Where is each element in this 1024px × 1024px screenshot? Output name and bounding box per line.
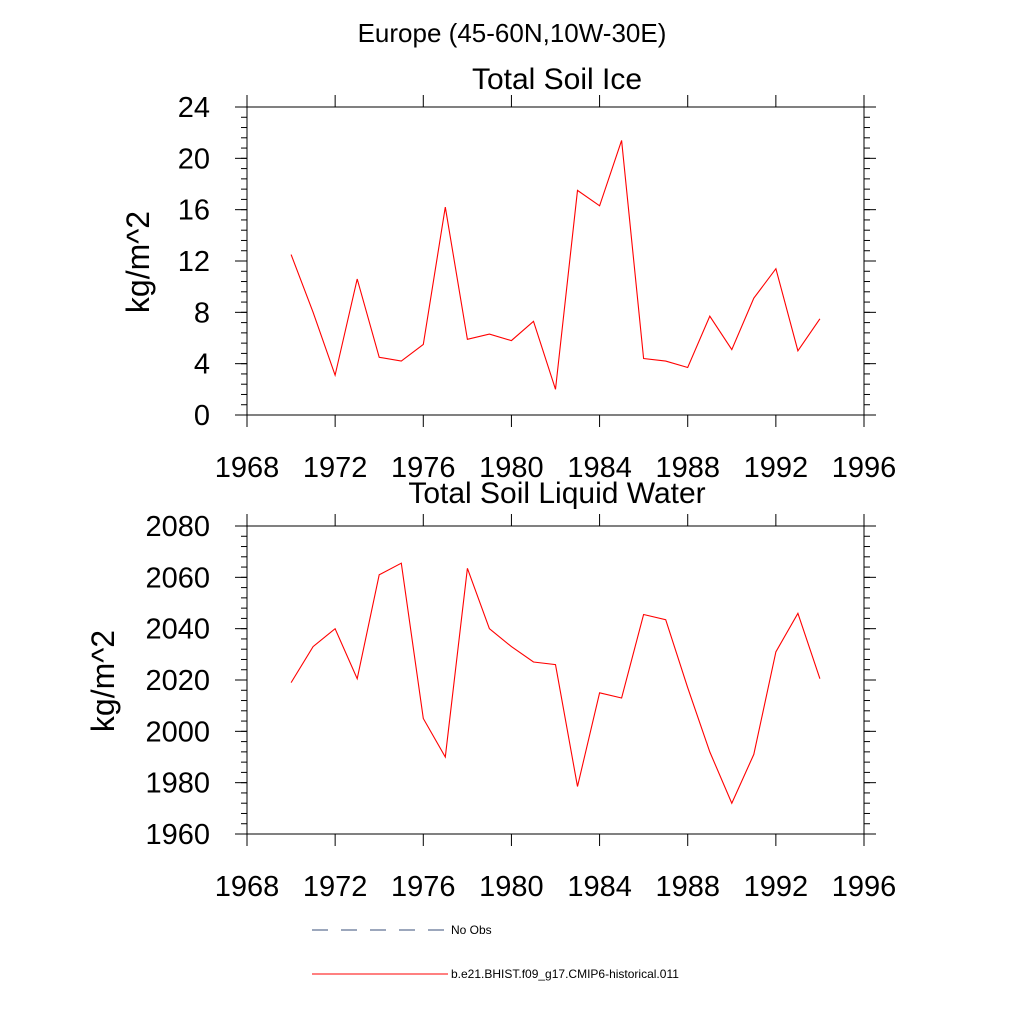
y-tick-label: 1980 xyxy=(145,768,210,800)
y-tick-label: 2040 xyxy=(145,614,210,646)
y-tick-labels-soil-ice: 0 4 8 12 16 20 24 xyxy=(178,92,210,432)
y-axis-label-soil-ice: kg/m^2 xyxy=(120,211,156,313)
x-tick-label: 1972 xyxy=(303,871,368,903)
panel-title-soil-liquid-water: Total Soil Liquid Water xyxy=(408,477,705,510)
x-tick-label: 1980 xyxy=(479,452,544,484)
plot-frame-soil-liquid-water xyxy=(246,525,865,835)
legend-label-model-run: b.e21.BHIST.f09_g17.CMIP6-historical.011 xyxy=(451,967,679,981)
x-tick-label: 1968 xyxy=(215,452,280,484)
y-tick-label: 12 xyxy=(178,246,210,278)
x-tick-label: 1984 xyxy=(567,452,632,484)
y-tick-label: 24 xyxy=(178,92,210,124)
plot-frame-soil-ice xyxy=(246,106,865,416)
y-axis-label-soil-liquid-water: kg/m^2 xyxy=(85,630,121,732)
panel-title-soil-ice: Total Soil Ice xyxy=(472,63,642,96)
y-tick-label: 2080 xyxy=(145,511,210,543)
figure-title: Europe (45-60N,10W-30E) xyxy=(358,18,667,48)
tick-group-soil-ice xyxy=(235,95,876,427)
y-tick-label: 2020 xyxy=(145,665,210,697)
y-tick-label: 4 xyxy=(194,349,210,381)
x-tick-label: 1996 xyxy=(832,871,897,903)
x-tick-label: 1992 xyxy=(744,452,809,484)
x-tick-label: 1996 xyxy=(832,452,897,484)
x-tick-label: 1972 xyxy=(303,452,368,484)
panel-soil-liquid-water: Total Soil Liquid Water kg/m^2 1960 1980 2… xyxy=(85,477,896,903)
x-tick-label: 1988 xyxy=(655,871,720,903)
y-tick-label: 2060 xyxy=(145,562,210,594)
y-tick-label: 8 xyxy=(194,297,210,329)
x-tick-label: 1992 xyxy=(744,871,809,903)
series-line-soil-ice xyxy=(290,140,821,390)
legend-label-no-obs: No Obs xyxy=(451,923,492,937)
x-tick-label: 1976 xyxy=(391,452,456,484)
y-tick-label: 2000 xyxy=(145,716,210,748)
series-line-soil-liquid-water xyxy=(290,562,821,805)
x-tick-labels-soil-ice: 1968 1972 1976 1980 1984 1988 1992 1996 xyxy=(215,452,897,484)
x-tick-label: 1984 xyxy=(567,871,632,903)
x-tick-label: 1968 xyxy=(215,871,280,903)
x-tick-label: 1980 xyxy=(479,871,544,903)
legend: No Obs b.e21.BHIST.f09_g17.CMIP6-histori… xyxy=(312,923,679,981)
tick-group-soil-liquid-water xyxy=(235,514,876,846)
x-tick-labels-soil-liquid-water: 1968 1972 1976 1980 1984 1988 1992 1996 xyxy=(215,871,897,903)
y-tick-label: 20 xyxy=(178,143,210,175)
x-tick-label: 1988 xyxy=(655,452,720,484)
y-tick-label: 16 xyxy=(178,195,210,227)
x-tick-label: 1976 xyxy=(391,871,456,903)
y-tick-label: 0 xyxy=(194,400,210,432)
y-tick-label: 1960 xyxy=(145,819,210,851)
y-tick-labels-soil-liquid-water: 1960 1980 2000 2020 2040 2060 2080 xyxy=(145,511,210,851)
